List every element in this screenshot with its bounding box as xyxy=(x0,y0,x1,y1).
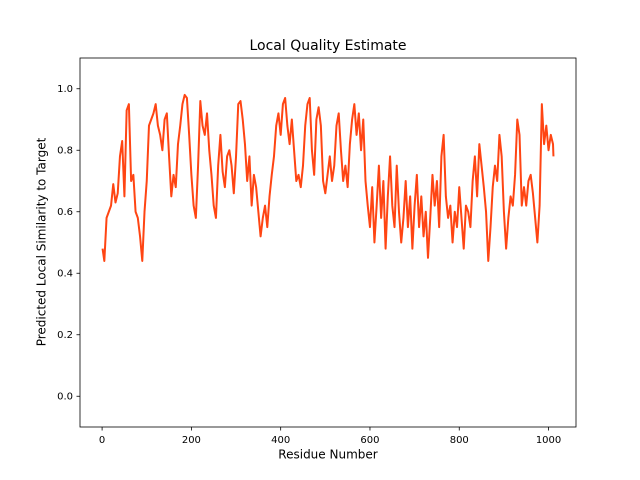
x-tick-label: 200 xyxy=(182,435,201,446)
x-tick-label: 400 xyxy=(271,435,290,446)
y-tick-label: 0.0 xyxy=(57,391,73,402)
y-tick-label: 0.6 xyxy=(57,207,73,218)
chart-title: Local Quality Estimate xyxy=(249,38,406,54)
y-tick-label: 1.0 xyxy=(57,84,73,95)
x-tick-label: 0 xyxy=(99,435,105,446)
x-axis-label: Residue Number xyxy=(278,448,377,462)
data-line xyxy=(101,93,555,262)
y-tick-label: 0.8 xyxy=(57,145,73,156)
plot-frame xyxy=(79,57,577,428)
y-axis-label: Predicted Local Similarity to Target xyxy=(35,137,49,346)
x-tick-label: 800 xyxy=(450,435,469,446)
x-tick-label: 600 xyxy=(360,435,379,446)
x-tick-label: 1000 xyxy=(536,435,561,446)
y-tick-label: 0.2 xyxy=(57,330,73,341)
y-tick-label: 0.4 xyxy=(57,268,73,279)
